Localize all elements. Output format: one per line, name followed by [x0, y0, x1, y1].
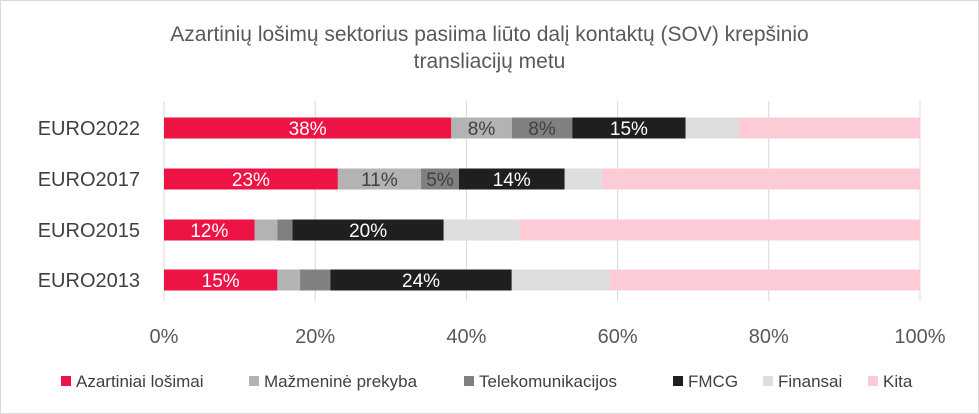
bar-segment	[254, 219, 278, 241]
bar-segment	[564, 168, 603, 190]
legend-swatch	[868, 376, 878, 386]
legend-label: Telekomunikacijos	[479, 372, 617, 391]
data-label: 8%	[528, 119, 556, 140]
data-label: 20%	[349, 221, 387, 242]
data-label: 15%	[610, 119, 648, 140]
legend-label: Kita	[883, 372, 913, 391]
bar-segment	[519, 219, 920, 241]
legend-swatch	[61, 376, 71, 386]
data-label: 24%	[402, 271, 440, 292]
bar-segment	[738, 117, 920, 139]
legend-swatch	[249, 376, 259, 386]
legend-swatch	[464, 376, 474, 386]
bar-segment	[164, 117, 452, 139]
category-label: EURO2015	[38, 220, 140, 242]
x-tick-label: 20%	[295, 326, 335, 348]
bar-segment	[300, 269, 331, 291]
bar-segment	[511, 117, 573, 139]
bar-segment	[458, 168, 565, 190]
chart-title-line-1: Azartinių lošimų sektorius pasiima liūto…	[170, 23, 809, 46]
category-label: EURO2022	[38, 118, 140, 140]
bar-segment	[164, 219, 255, 241]
legend-label: Finansai	[778, 372, 842, 391]
legend-label: Mažmeninė prekyba	[264, 372, 418, 391]
bar-segment	[164, 269, 278, 291]
data-label: 15%	[202, 271, 240, 292]
category-label: EURO2017	[38, 169, 140, 191]
bar-segment	[292, 219, 444, 241]
bar-segment	[602, 168, 920, 190]
bar-segment	[443, 219, 520, 241]
category-label: EURO2013	[38, 270, 140, 292]
legend-swatch	[763, 376, 773, 386]
data-label: 23%	[232, 170, 270, 191]
data-label: 12%	[190, 221, 228, 242]
legend-label: Azartiniai lošimai	[76, 372, 204, 391]
bar-segment	[610, 269, 920, 291]
bar-segment	[337, 168, 422, 190]
bar-segment	[277, 219, 293, 241]
data-label: 8%	[468, 119, 496, 140]
x-tick-label: 0%	[150, 326, 179, 348]
x-tick-label: 60%	[598, 326, 638, 348]
legend-label: FMCG	[688, 372, 738, 391]
x-tick-label: 100%	[894, 326, 945, 348]
bar-segment	[421, 168, 459, 190]
bar-segment	[451, 117, 512, 139]
chart-title: Azartinių lošimų sektorius pasiima liūto…	[1, 21, 978, 75]
bar-segment	[572, 117, 686, 139]
data-label: 5%	[426, 170, 454, 191]
x-tick-label: 40%	[446, 326, 486, 348]
x-tick-label: 80%	[749, 326, 789, 348]
legend-swatch	[673, 376, 683, 386]
data-label: 11%	[361, 170, 398, 191]
bar-segment	[685, 117, 739, 139]
data-label: 38%	[289, 119, 327, 140]
bar-segment	[511, 269, 611, 291]
bar-segment	[277, 269, 301, 291]
bar-segment	[164, 168, 338, 190]
chart-title-line-2: transliacijų metu	[413, 50, 566, 73]
data-label: 14%	[493, 170, 531, 191]
bar-segment	[330, 269, 512, 291]
